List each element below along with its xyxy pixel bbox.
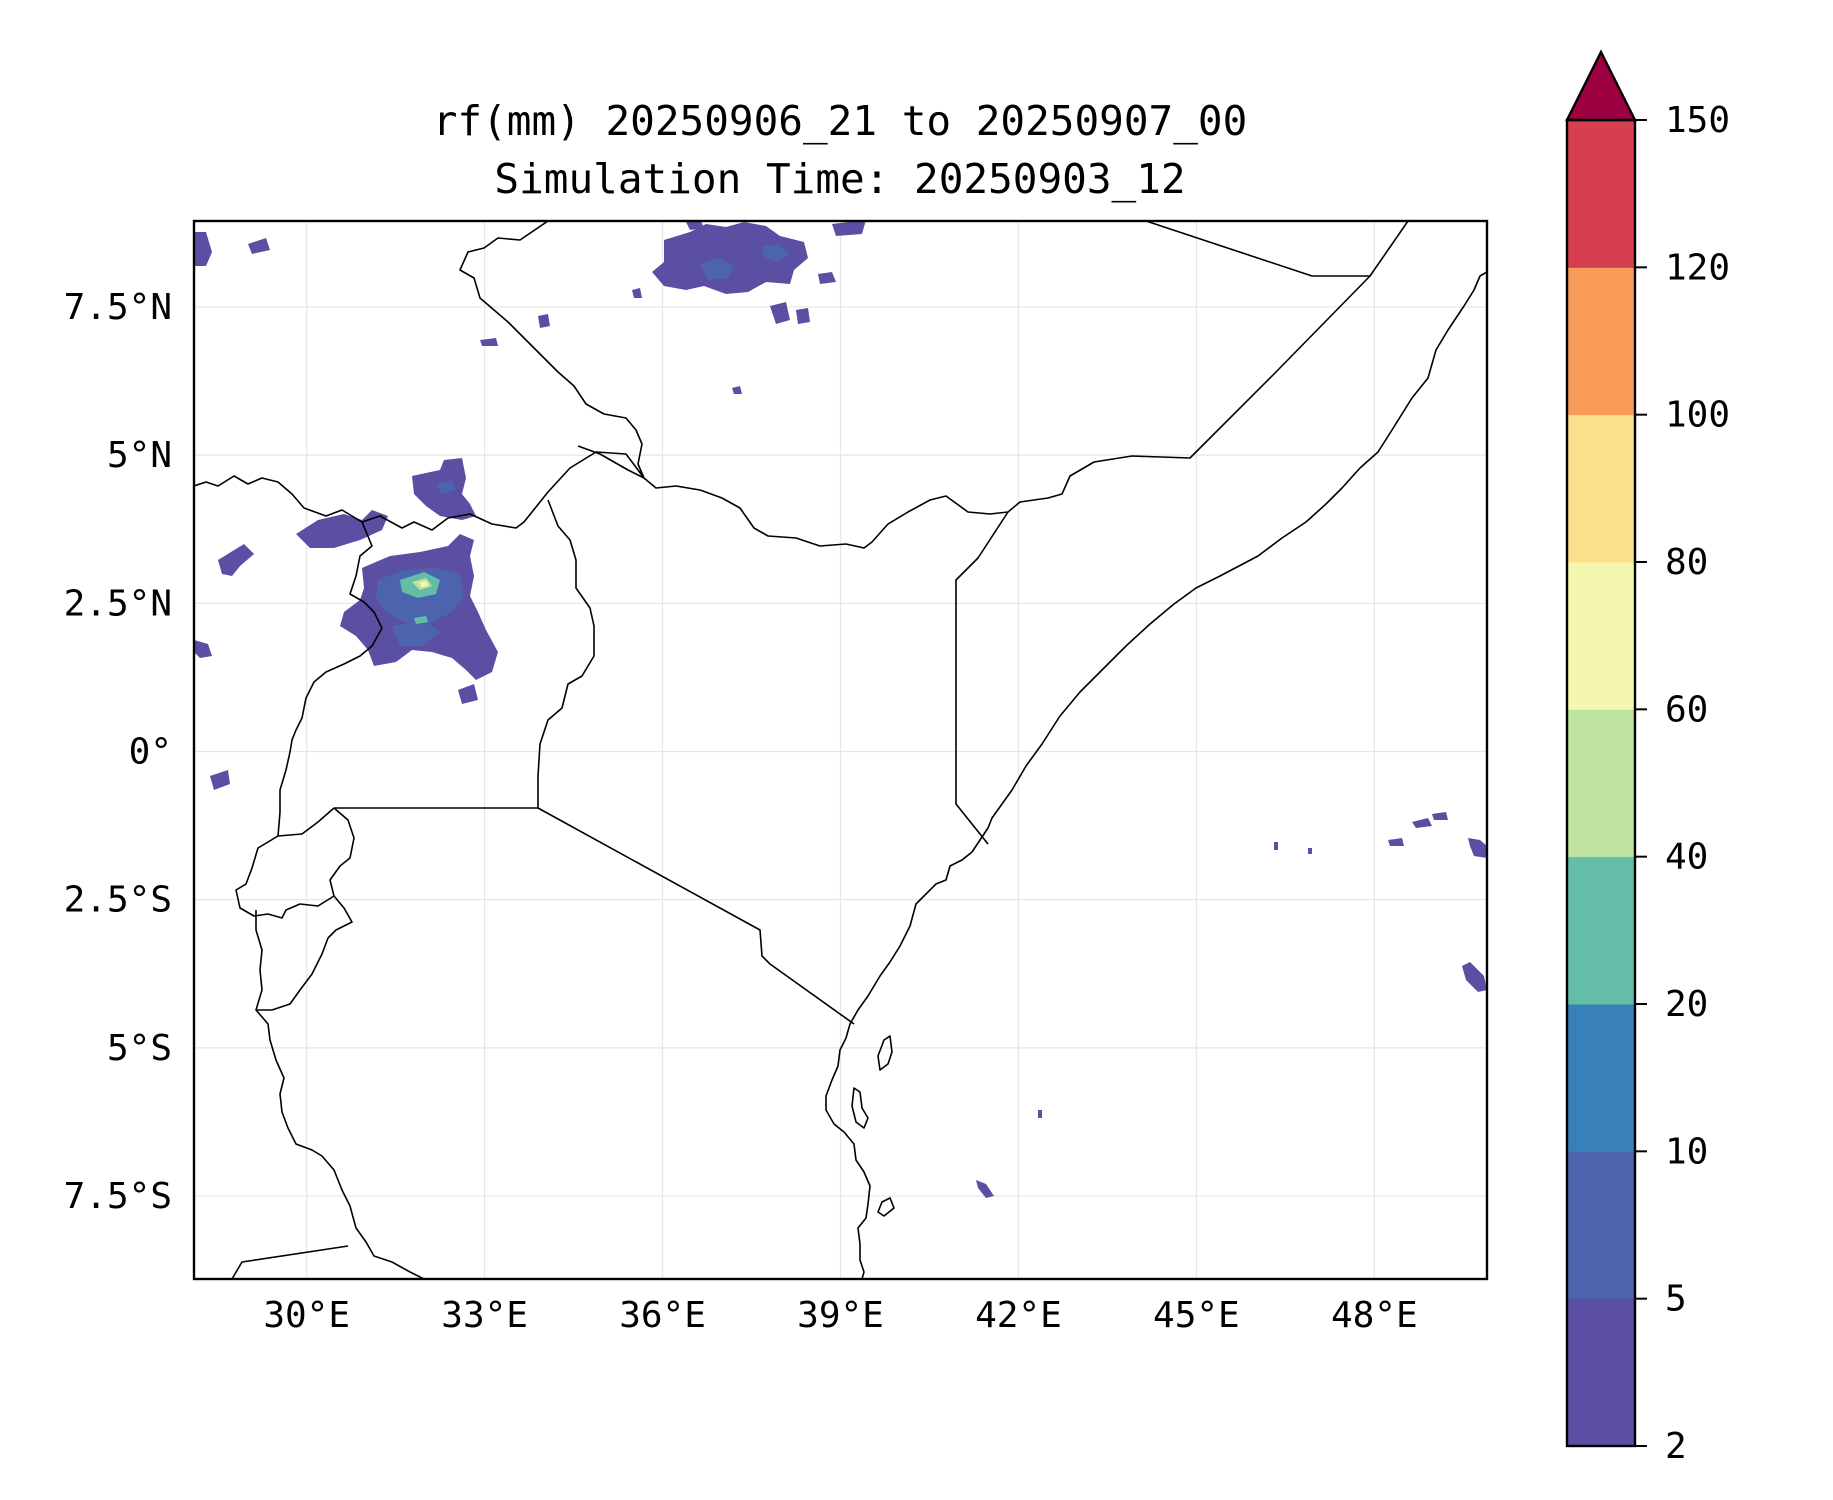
- colorbar-band: [1567, 267, 1635, 416]
- rain-speck-e5: [796, 308, 810, 324]
- colorbar-tick-label: 80: [1665, 542, 1708, 583]
- colorbar-band: [1567, 562, 1635, 710]
- gridlines: [194, 221, 1487, 1279]
- rain-speck-w4: [210, 770, 230, 790]
- island-pemba: [851, 1087, 869, 1129]
- country-borders: [194, 221, 1487, 1279]
- rainfall-field: [194, 221, 1487, 1198]
- colorbar-tick-label: 10: [1665, 1131, 1708, 1172]
- colorbar-bands: [1567, 120, 1635, 1447]
- rain-speck-e4: [770, 302, 790, 324]
- rain-cell-west-nile-3: [414, 616, 428, 624]
- lat-tick-label: 0°: [129, 731, 172, 772]
- lon-tick-label: 39°E: [797, 1295, 884, 1336]
- colorbar-frame: [1565, 118, 1637, 1448]
- rain-cluster-ethiopia: [652, 222, 808, 294]
- border-south-sudan-kenya: [194, 451, 645, 531]
- map-panel: 30°E 33°E 36°E 39°E 42°E 45°E 48°E 7.5°N 5°N 2.5…: [64, 219, 1489, 1336]
- colorbar-tick-label: 20: [1665, 984, 1708, 1025]
- map-title-line1: rf(mm) 20250906_21 to 20250907_00: [433, 97, 1248, 145]
- colorbar-tick-label: 120: [1665, 247, 1730, 288]
- lat-tick-label: 7.5°N: [64, 287, 172, 328]
- colorbar-band: [1567, 120, 1635, 268]
- border-ethiopia-eritrea-somaliland: [1145, 221, 1409, 277]
- lon-tick-label: 45°E: [1153, 1295, 1240, 1336]
- rain-speck-o6: [976, 1180, 994, 1198]
- rain-speck-w5: [458, 684, 478, 704]
- colorbar-tick-label: 40: [1665, 837, 1708, 878]
- colorbar-band: [1567, 709, 1635, 858]
- rain-speck-e1: [686, 221, 704, 230]
- border-uganda-drc: [277, 521, 383, 837]
- colorbar-band: [1567, 414, 1635, 563]
- rain-cell-ethiopia-1: [700, 258, 734, 280]
- rain-speck-w1: [194, 232, 212, 266]
- colorbar-band: [1567, 1004, 1635, 1152]
- rain-speck-o1: [1412, 818, 1432, 828]
- colorbar-ticks: 2 5 10 20 40 60 80 100 120 150: [1635, 100, 1730, 1467]
- colorbar: 2 5 10 20 40 60 80 100 120 150: [1565, 49, 1730, 1467]
- rain-cluster-congo-border: [218, 544, 254, 576]
- latitude-ticks: 7.5°N 5°N 2.5°N 0° 2.5°S 5°S 7.5°S: [64, 287, 172, 1217]
- colorbar-tick-label: 2: [1665, 1426, 1687, 1467]
- lat-tick-label: 5°N: [107, 435, 172, 476]
- border-kenya-tanzania: [537, 807, 855, 1025]
- lon-tick-label: 36°E: [619, 1295, 706, 1336]
- rain-speck-e8: [480, 338, 498, 346]
- colorbar-tick-label: 60: [1665, 689, 1708, 730]
- rain-cluster-west-equatoria: [296, 510, 388, 548]
- rain-speck-o2: [1388, 838, 1404, 846]
- rain-cell-west-nile-2: [392, 620, 440, 646]
- rain-speck-o8: [1274, 842, 1278, 850]
- lon-tick-label: 48°E: [1331, 1295, 1418, 1336]
- rain-speck-o7: [1038, 1110, 1042, 1118]
- rain-cell-imatong: [436, 480, 456, 494]
- lat-tick-label: 5°S: [107, 1028, 172, 1069]
- colorbar-band: [1567, 856, 1635, 1005]
- border-south-sudan-ethiopia: [459, 221, 645, 479]
- rain-speck-o5: [1462, 962, 1487, 992]
- map-title-line2: Simulation Time: 20250903_12: [494, 155, 1185, 203]
- island-mafia: [877, 1197, 895, 1217]
- border-ethiopia-somalia-east: [1007, 275, 1371, 513]
- colorbar-tick-label: 5: [1665, 1279, 1687, 1320]
- map-frame: [192, 219, 1489, 1281]
- border-rwanda-drc: [235, 807, 335, 919]
- lon-tick-label: 42°E: [975, 1295, 1062, 1336]
- lat-tick-label: 2.5°N: [64, 583, 172, 624]
- border-ethiopia-kenya: [577, 445, 1009, 549]
- lat-tick-label: 7.5°S: [64, 1176, 172, 1217]
- border-kenya-somalia: [955, 511, 1009, 845]
- rain-speck-o3: [1432, 812, 1448, 820]
- lat-tick-label: 2.5°S: [64, 880, 172, 921]
- rain-speck-e3: [818, 272, 836, 284]
- lon-tick-label: 30°E: [263, 1295, 350, 1336]
- border-tanzania-zambia: [231, 1245, 349, 1279]
- rain-speck-w3: [194, 640, 212, 658]
- rain-cell-ethiopia-2: [762, 244, 790, 262]
- rain-cell-west-nile-top: [420, 581, 428, 587]
- rain-speck-e2: [832, 221, 866, 236]
- rain-speck-o9: [1308, 848, 1312, 854]
- colorbar-extend-triangle: [1565, 49, 1637, 122]
- longitude-ticks: 30°E 33°E 36°E 39°E 42°E 45°E 48°E: [263, 1295, 1417, 1336]
- border-drc-tanzania: [255, 910, 425, 1279]
- rain-speck-e9: [248, 238, 270, 254]
- rain-speck-o4: [1468, 838, 1487, 858]
- rain-speck-w2: [538, 314, 550, 328]
- border-rwanda-burundi: [256, 807, 355, 1011]
- rain-speck-e7: [732, 386, 742, 394]
- colorbar-band: [1567, 1151, 1635, 1300]
- map-content: [194, 221, 1487, 1279]
- colorbar-tick-label: 100: [1665, 395, 1730, 436]
- colorbar-band: [1567, 1298, 1635, 1447]
- lon-tick-label: 33°E: [441, 1295, 528, 1336]
- island-zanzibar: [877, 1035, 893, 1071]
- coastline-east-africa: [825, 271, 1487, 1279]
- border-uganda-kenya: [537, 499, 595, 808]
- colorbar-tick-label: 150: [1665, 100, 1730, 141]
- rain-speck-e6: [632, 288, 642, 298]
